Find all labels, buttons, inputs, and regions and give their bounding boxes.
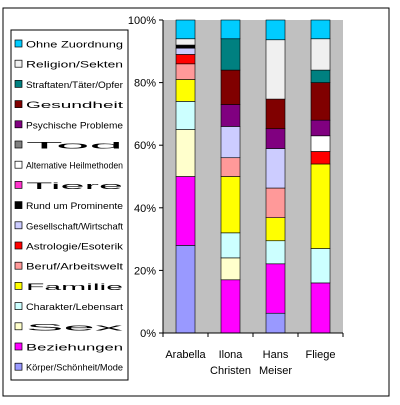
- y-tick-label: 80%: [134, 78, 156, 90]
- legend-label: Tiere: [26, 181, 123, 192]
- legend-swatch: [14, 181, 23, 189]
- legend-label: Religion/Sekten: [26, 60, 123, 71]
- bar-segment: [310, 135, 331, 152]
- legend-label: Gesundheit: [26, 100, 124, 111]
- legend-label: Tod: [26, 141, 123, 152]
- legend-swatch: [14, 282, 23, 290]
- x-tick-label: Arabella: [165, 349, 206, 361]
- bar-segment: [220, 126, 241, 159]
- bar-segment: [175, 79, 196, 102]
- legend-swatch: [14, 201, 23, 209]
- bar-segment: [265, 263, 286, 314]
- bar-segment: [310, 82, 331, 121]
- legend-label: Beruf/Arbeitswelt: [26, 262, 123, 273]
- legend-label: Charakter/Lebensart: [26, 302, 123, 313]
- bar-segment: [175, 101, 196, 130]
- legend-swatch: [14, 342, 23, 351]
- legend-label: Ohne Zuordnung: [26, 40, 123, 51]
- bar-segment: [265, 128, 286, 149]
- bar-segment: [220, 279, 241, 334]
- legend-swatch: [14, 322, 23, 331]
- legend-swatch: [14, 241, 23, 250]
- bar-segment: [175, 245, 196, 334]
- bar-segment: [220, 19, 241, 40]
- bar-segment: [310, 163, 331, 249]
- x-tick-label: Hans: [263, 349, 289, 361]
- legend-swatch: [14, 160, 23, 169]
- legend-swatch: [14, 302, 23, 310]
- bar-segment: [175, 19, 196, 40]
- bar-segment: [175, 44, 196, 49]
- bar-segment: [175, 63, 196, 80]
- legend-label: Psychische Probleme: [26, 120, 123, 131]
- bar-segment: [220, 232, 241, 259]
- bar-segment: [220, 69, 241, 105]
- legend-swatch: [14, 221, 23, 230]
- x-tick-label: Ilona: [219, 349, 244, 361]
- x-tick-label: Christen: [210, 365, 251, 377]
- legend-swatch: [14, 39, 23, 48]
- bar-segment: [220, 176, 241, 234]
- legend-label: Familie: [26, 282, 123, 293]
- legend-label: Gesellschaft/Wirtschaft: [26, 221, 123, 232]
- legend-label: Straftaten/Täter/Opfer: [26, 80, 123, 91]
- y-axis: 0% 20% 40% 60% 80% 100%: [128, 15, 164, 340]
- legend-swatch: [14, 59, 23, 68]
- bar-segment: [310, 248, 331, 284]
- y-tick-label: 0%: [140, 328, 156, 340]
- legend-swatch: [14, 140, 23, 149]
- bar-segment: [310, 119, 331, 137]
- y-tick-label: 60%: [134, 140, 156, 152]
- y-tick-label: 40%: [134, 203, 156, 215]
- bar-segment: [310, 282, 331, 334]
- bar-segment: [220, 157, 241, 177]
- y-tick-label: 100%: [128, 15, 156, 27]
- legend-label: Alternative Heilmethoden: [26, 161, 123, 172]
- legend-swatch: [14, 100, 23, 108]
- bar-segment: [310, 38, 331, 71]
- legend-label: Körper/Schönheit/Mode: [26, 363, 123, 374]
- bar-segment: [265, 240, 286, 265]
- x-tick-label: Fliege: [306, 349, 336, 361]
- legend-box: [10, 29, 129, 381]
- bar-segment: [175, 38, 196, 46]
- bar-segment: [265, 148, 286, 189]
- y-tick-label: 20%: [134, 265, 156, 277]
- bar-segment: [175, 129, 196, 177]
- x-tick-label: Meiser: [259, 365, 292, 377]
- legend-swatch: [14, 120, 23, 129]
- legend-label: Rund um Prominente: [26, 201, 123, 212]
- bar-segment: [175, 47, 196, 55]
- bar-segment: [265, 98, 286, 130]
- legend: Ohne Zuordnung Religion/Sekten Straftaten/…: [14, 39, 124, 374]
- bar-segment: [175, 54, 196, 65]
- bar-segment: [220, 38, 241, 71]
- bar-segment: [310, 69, 331, 83]
- legend-label: Sex: [26, 322, 124, 333]
- legend-label: Astrologie/Esoterik: [26, 242, 123, 253]
- legend-swatch: [14, 261, 23, 270]
- bar-segment: [265, 187, 286, 218]
- bar-segment: [220, 257, 241, 281]
- bar-segment: [310, 19, 331, 40]
- bar-segment: [220, 104, 241, 127]
- legend-swatch: [14, 80, 23, 88]
- bar-segment: [265, 217, 286, 242]
- legend-swatch: [14, 362, 23, 371]
- bar-segment: [265, 312, 286, 334]
- bars: [175, 19, 331, 334]
- legend-label: Beziehungen: [26, 343, 123, 354]
- bar-segment: [310, 151, 331, 165]
- bar-segment: [265, 19, 286, 41]
- bar-segment: [175, 176, 196, 246]
- bar-segment: [265, 39, 286, 100]
- x-axis: Arabella Ilona Christen Hans Meiser Fliege: [162, 332, 344, 377]
